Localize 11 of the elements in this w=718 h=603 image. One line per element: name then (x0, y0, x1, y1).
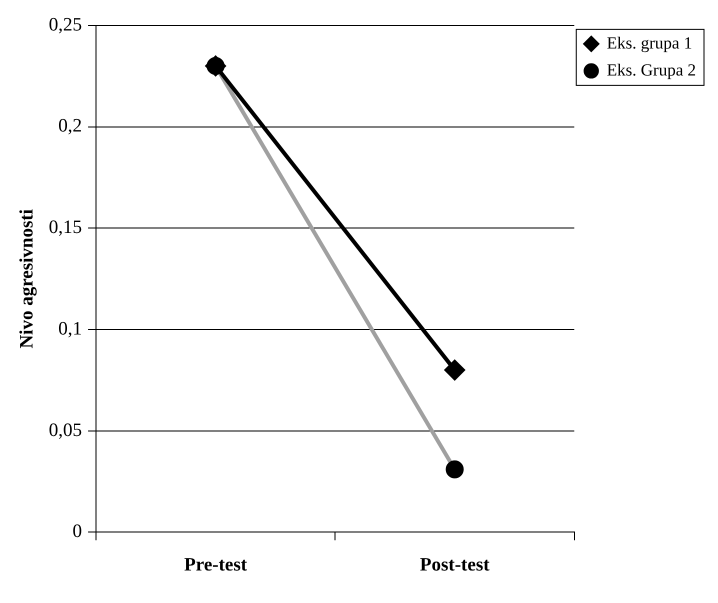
legend-label: Eks. Grupa 2 (606, 60, 696, 80)
y-tick-label: 0,15 (48, 217, 82, 238)
y-tick-label: 0 (72, 521, 82, 542)
y-tick-label: 0,1 (58, 318, 82, 340)
x-tick-label: Post-test (420, 554, 490, 576)
y-tick-label: 0,25 (48, 14, 82, 36)
y-tick-label: 0,05 (48, 420, 82, 441)
legend-label: Eks. grupa 1 (606, 33, 692, 52)
x-tick-label: Pre-test (184, 554, 248, 576)
y-axis-title: Nivo agresivnosti (16, 209, 38, 349)
y-tick-label: 0,2 (58, 116, 82, 137)
